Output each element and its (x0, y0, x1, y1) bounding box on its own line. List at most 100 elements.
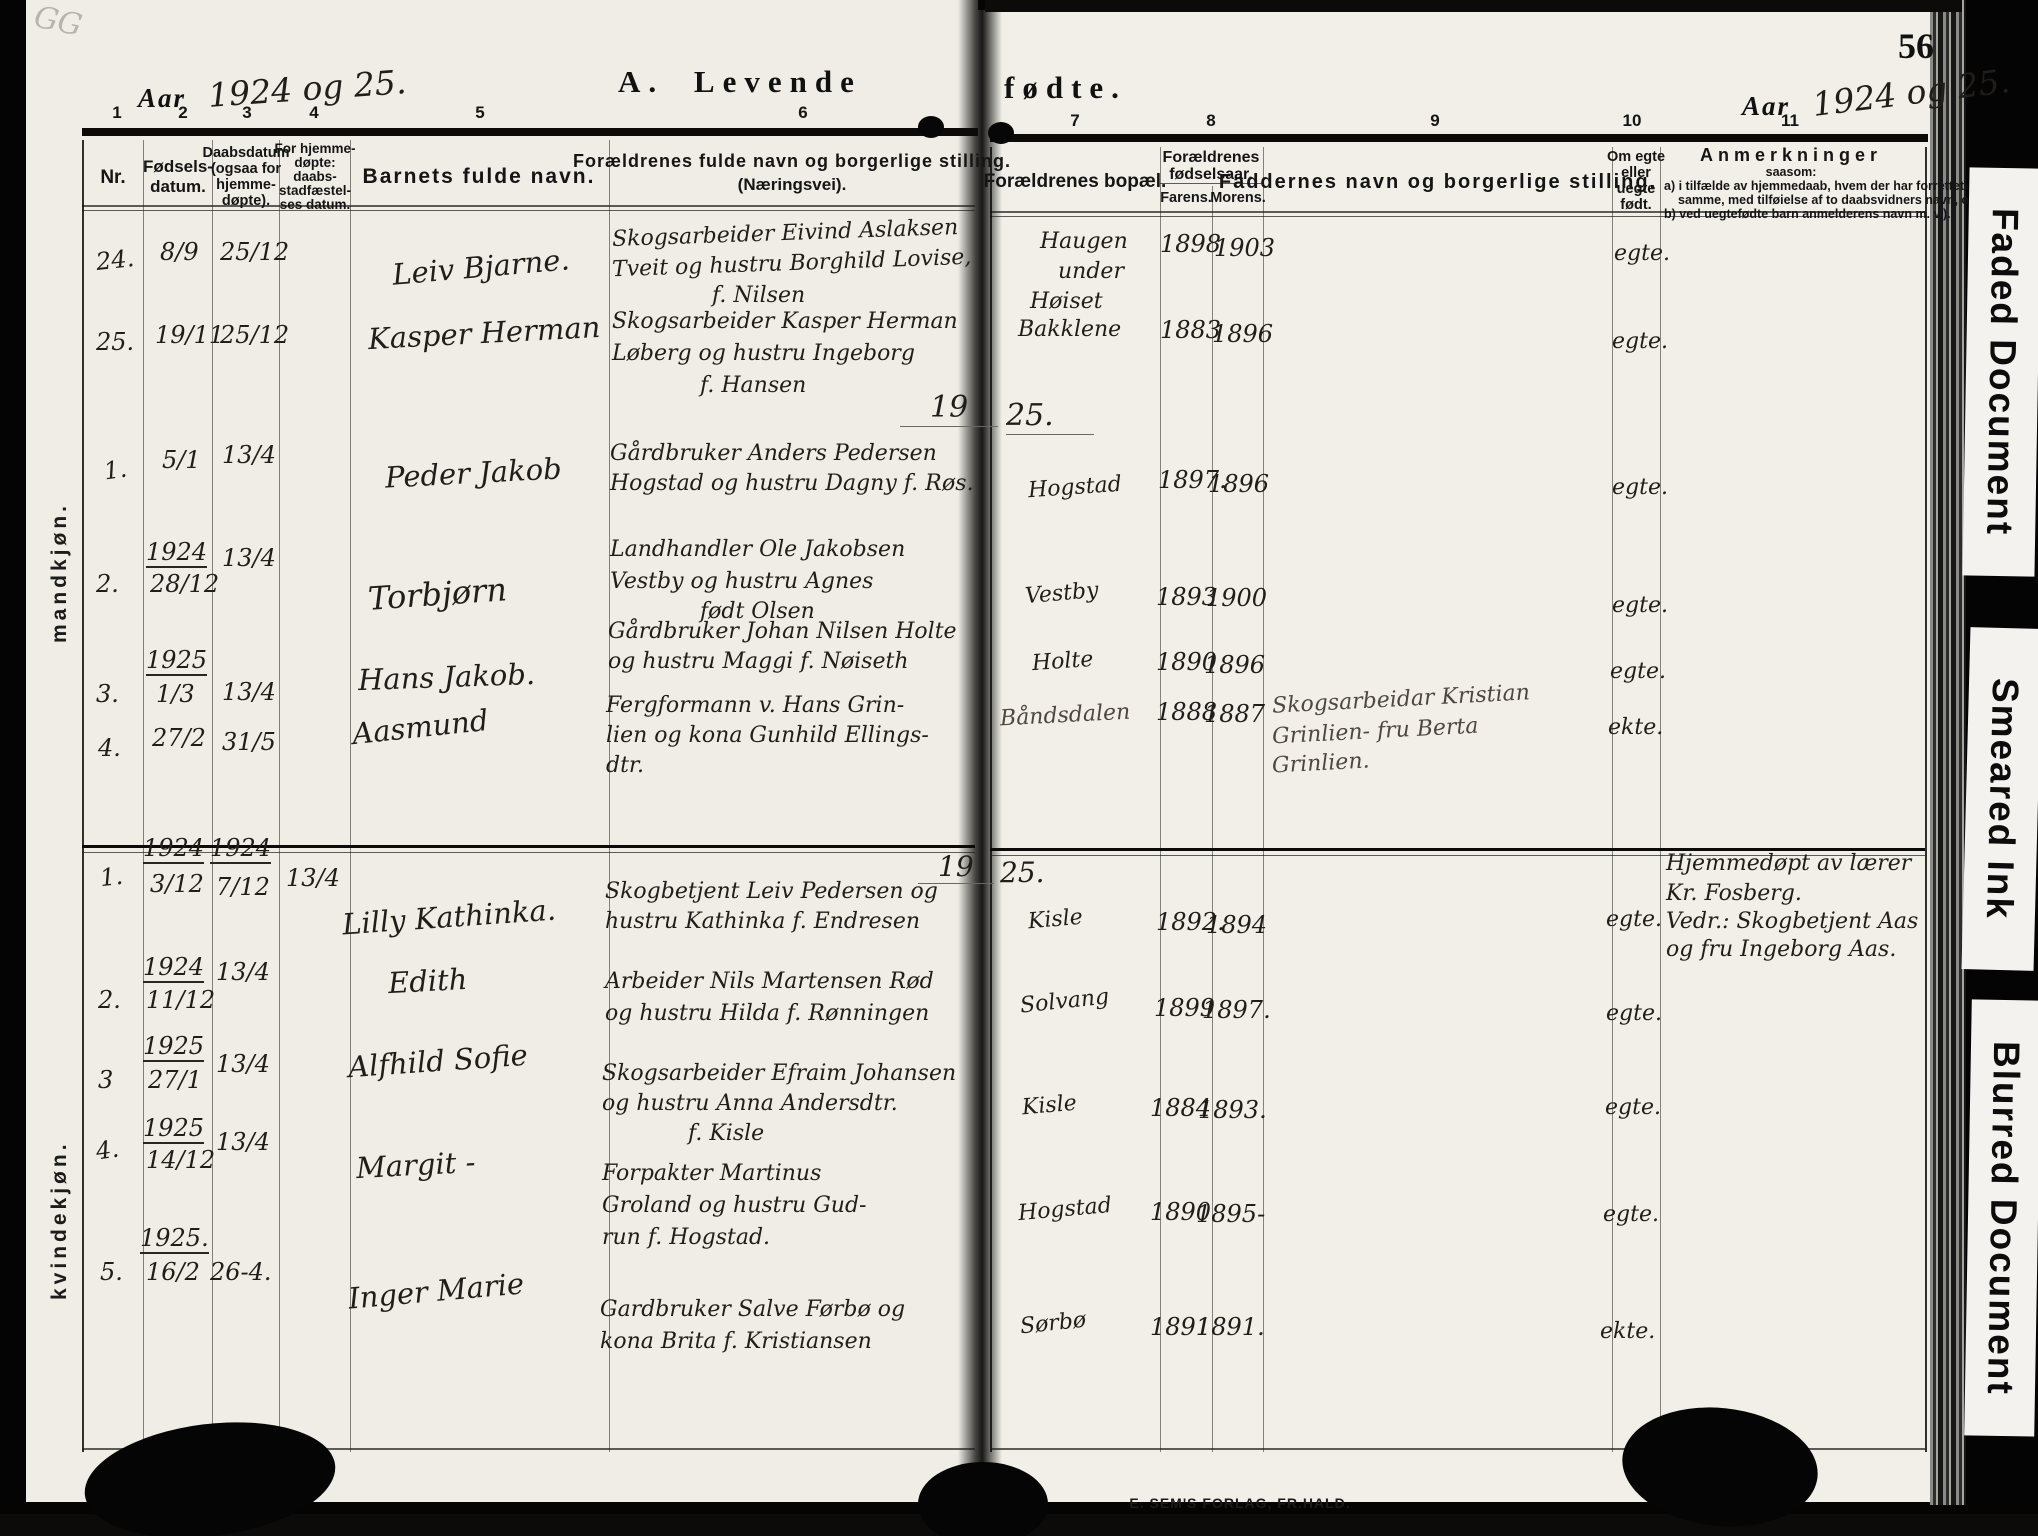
row-father-year: 1884 (1150, 1094, 1212, 1122)
row-mother-year: 1896 (1204, 651, 1266, 679)
row-parents-line: Fergformann v. Hans Grin- (606, 693, 905, 718)
row-birth-year: 1924 (146, 539, 208, 569)
row-nr: 5. (100, 1258, 123, 1286)
column-number-5: 5 (475, 103, 485, 122)
column-line-years-end (1263, 147, 1264, 1452)
row-father-year: 1897. (1158, 466, 1227, 494)
header-homebaptism-line5: ses datum. (279, 197, 351, 212)
table-edge-left (82, 140, 84, 1452)
row-child-name: Hans Jakob. (357, 656, 536, 698)
header-baptism-line1: Daabsdatum (202, 145, 290, 161)
header-birthyears-line2: fødselsaar. (1169, 166, 1253, 183)
header-homebaptism-line4: stadfæstel- (278, 183, 352, 198)
row-nr: 1. (98, 861, 125, 893)
row-residence-line: Holte (1031, 646, 1095, 677)
row-parents-line: født Olsen (700, 599, 815, 624)
row-legitimacy: ekte. (1608, 715, 1664, 740)
section-label-male: mandkjøn. (48, 501, 71, 643)
header-legitimacy-line1: Om egte (1606, 149, 1666, 165)
row-residence-line: Kisle (1027, 904, 1084, 935)
header-underline-right-b (990, 216, 1925, 217)
row-birth-date: 5/1 (162, 446, 201, 474)
row-mother-year: 1893. (1198, 1096, 1267, 1124)
header-father: Farens. (1160, 190, 1212, 206)
header-nr: Nr. (100, 167, 126, 188)
row-nr: 1. (102, 454, 129, 486)
row-birth-date: 16/2 (146, 1258, 200, 1286)
row-father-year: 1891 (1150, 1313, 1212, 1341)
row-mother-year: 1887 (1204, 700, 1266, 728)
row-nr: 24. (94, 244, 136, 276)
row-remark-line: Kr. Fosberg. (1666, 881, 1802, 906)
row-father-year: 1892. (1156, 908, 1225, 936)
year-divider-right: 25. (1000, 856, 1045, 889)
column-number-9: 9 (1430, 111, 1440, 130)
row-mother-year: 1896 (1212, 320, 1274, 348)
row-father-year: 1890 (1156, 648, 1218, 676)
header-baptism-line4: døpte). (221, 193, 271, 209)
top-scan-band-right (985, 0, 1962, 12)
row-residence-line: Kisle (1021, 1090, 1078, 1121)
column-line-homebaptism (350, 140, 351, 1452)
row-baptism-date: 13/4 (222, 678, 276, 706)
row-parents-line: Forpakter Martinus (602, 1161, 822, 1186)
row-residence-line: Høiset (1030, 289, 1103, 314)
female-year-header-baptism: 1924 (210, 835, 272, 865)
page-title-right: fødte. (1004, 70, 1127, 105)
row-legitimacy: egte. (1612, 593, 1668, 618)
table-bottom-line-left (82, 1448, 975, 1450)
header-remarks-sub: saasom: (1765, 165, 1817, 179)
row-baptism-date: 31/5 (222, 728, 276, 756)
female-year-header-birth: 1924 (143, 835, 205, 865)
header-homebaptism-line3: daabs- (293, 169, 337, 184)
header-underline-left-a (82, 205, 975, 207)
header-remarks-title: Anmerkninger (1699, 145, 1883, 165)
header-mother: Morens. (1210, 190, 1266, 206)
printer-mark: E. SEM'S FORLAG, FR.HALD. (1129, 1495, 1351, 1511)
row-godparents-line: Grinlien. (1271, 748, 1371, 779)
row-father-year: 1883 (1160, 316, 1222, 344)
row-birth-date: 1/3 (156, 680, 195, 708)
column-line-residence (1160, 147, 1161, 1452)
row-father-year: 1899 (1154, 994, 1216, 1022)
row-residence-line: Bakklene (1018, 317, 1122, 342)
row-parents-line: run f. Hogstad. (602, 1225, 771, 1250)
row-parents-line: dtr. (606, 753, 645, 778)
page-edges (1930, 0, 1966, 1505)
row-legitimacy: egte. (1606, 1001, 1662, 1026)
header-godparents: Faddernes navn og borgerlige stilling. (1218, 171, 1658, 193)
row-child-name: Margit - (355, 1144, 477, 1186)
gutter-shadow-bottom (918, 1462, 1048, 1536)
section-divider-left-b (82, 852, 975, 853)
row-nr: 25. (96, 328, 135, 356)
row-baptism-date: 26-4. (210, 1258, 272, 1286)
row-parents-line: Gårdbruker Anders Pedersen (610, 441, 937, 466)
row-birth-year: 1925. (140, 1225, 209, 1255)
quality-tab-smeared-ink: Smeared Ink (1961, 627, 2038, 971)
header-birth-line1: Fødsels- (143, 157, 213, 176)
row-parents-line: Skogsarbeider Kasper Herman (612, 309, 958, 334)
header-baptism-line2: (ogsaa for (210, 161, 282, 177)
section-divider-right-a (990, 848, 1925, 851)
column-line-godparents-end (1612, 147, 1613, 1452)
row-birth-date: 27/1 (148, 1066, 202, 1094)
row-parents-line: Gårdbruker Johan Nilsen Holte (608, 619, 957, 644)
header-residence: Forældrenes bopæl. (983, 171, 1167, 192)
row-nr: 2. (98, 986, 121, 1014)
row-mother-year: 1896 (1208, 470, 1270, 498)
section-divider-left-a (82, 845, 975, 848)
year-divider-left: 19 (918, 852, 994, 885)
row-parents-line: hustru Kathinka f. Endresen (605, 909, 921, 934)
row-birth-year: 1924 (143, 954, 205, 984)
header-homebaptism-line1: For hjemme- (274, 141, 356, 156)
row-remark-line: Vedr.: Skogbetjent Aas (1666, 909, 1919, 934)
row-parents-line: og hustru Anna Andersdtr. (602, 1091, 898, 1116)
row-parents-line: Landhandler Ole Jakobsen (610, 537, 906, 562)
row-mother-year: 1894 (1206, 911, 1268, 939)
row-baptism-date: 13/4 (216, 1128, 270, 1156)
column-number-3: 3 (242, 103, 252, 122)
page-number: 56 (1898, 26, 1934, 66)
row-birth-date: 14/12 (146, 1146, 216, 1174)
year-divider-right: 25. (1006, 400, 1094, 435)
